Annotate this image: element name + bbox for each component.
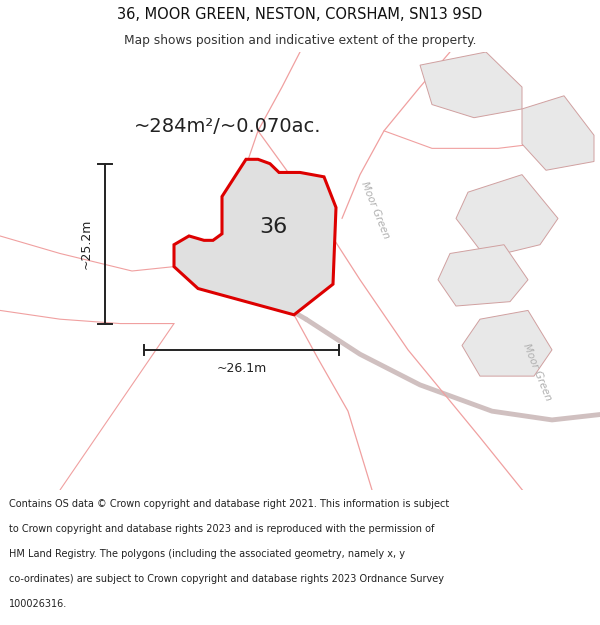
Text: to Crown copyright and database rights 2023 and is reproduced with the permissio: to Crown copyright and database rights 2…	[9, 524, 434, 534]
Polygon shape	[438, 245, 528, 306]
Text: Moor Green: Moor Green	[521, 342, 553, 402]
Text: ~26.1m: ~26.1m	[217, 362, 266, 375]
Polygon shape	[462, 311, 552, 376]
Text: co-ordinates) are subject to Crown copyright and database rights 2023 Ordnance S: co-ordinates) are subject to Crown copyr…	[9, 574, 444, 584]
Polygon shape	[420, 52, 522, 118]
Text: 36: 36	[259, 217, 287, 238]
Text: ~284m²/~0.070ac.: ~284m²/~0.070ac.	[134, 117, 322, 136]
Polygon shape	[174, 159, 336, 315]
Text: 36, MOOR GREEN, NESTON, CORSHAM, SN13 9SD: 36, MOOR GREEN, NESTON, CORSHAM, SN13 9S…	[118, 7, 482, 22]
Text: Map shows position and indicative extent of the property.: Map shows position and indicative extent…	[124, 34, 476, 47]
Text: 100026316.: 100026316.	[9, 599, 67, 609]
Text: HM Land Registry. The polygons (including the associated geometry, namely x, y: HM Land Registry. The polygons (includin…	[9, 549, 405, 559]
Text: Contains OS data © Crown copyright and database right 2021. This information is : Contains OS data © Crown copyright and d…	[9, 499, 449, 509]
Text: Moor Green: Moor Green	[359, 179, 391, 240]
Text: ~25.2m: ~25.2m	[79, 218, 92, 269]
Polygon shape	[522, 96, 594, 170]
Polygon shape	[456, 174, 558, 258]
